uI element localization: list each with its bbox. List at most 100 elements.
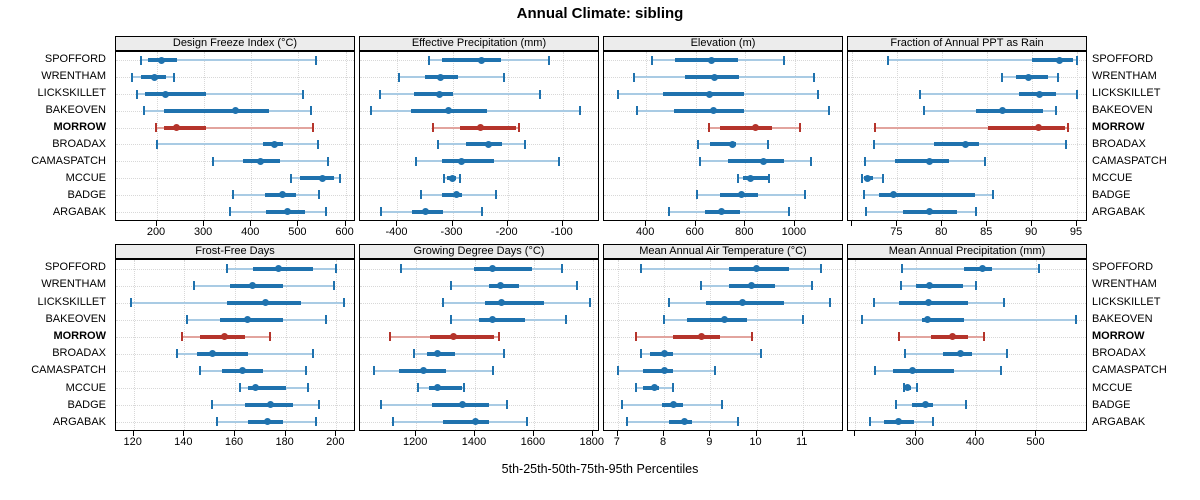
station-label-right: ARGABAK bbox=[1092, 415, 1146, 428]
station-label-right: ARGABAK bbox=[1092, 206, 1146, 218]
cap-5th bbox=[700, 281, 703, 290]
median-dot bbox=[444, 107, 452, 115]
station-label-right: WRENTHAM bbox=[1092, 278, 1157, 291]
median-dot bbox=[208, 350, 216, 357]
station-label-right: MORROW bbox=[1092, 329, 1145, 342]
panel-strip: Mean Annual Air Temperature (°C) bbox=[603, 244, 843, 259]
box-25-75 bbox=[229, 283, 284, 288]
x-gridline bbox=[617, 260, 619, 430]
x-tick-label: 300 bbox=[193, 226, 213, 238]
cap-5th bbox=[185, 315, 188, 324]
x-tick-mark bbox=[616, 431, 618, 436]
cap-5th bbox=[372, 366, 375, 375]
cap-95th bbox=[462, 383, 465, 392]
x-gridline bbox=[915, 260, 917, 430]
box-25-75 bbox=[673, 334, 720, 339]
station-label-right: CAMASPATCH bbox=[1092, 155, 1167, 167]
cap-95th bbox=[1074, 315, 1077, 324]
cap-95th bbox=[782, 55, 785, 65]
x-tick-mark bbox=[896, 221, 898, 226]
station-label-right: BAKEOVEN bbox=[1092, 312, 1153, 325]
cap-95th bbox=[269, 332, 272, 341]
x-tick-label: 160 bbox=[224, 436, 244, 448]
box-25-75 bbox=[663, 92, 745, 96]
x-tick-mark bbox=[663, 431, 665, 436]
cap-95th bbox=[302, 89, 305, 99]
panel-plot bbox=[603, 51, 843, 221]
cap-5th bbox=[918, 89, 921, 99]
x-tick-mark bbox=[694, 221, 696, 226]
x-tick-mark bbox=[709, 431, 711, 436]
cap-5th bbox=[650, 55, 653, 65]
cap-5th bbox=[873, 139, 876, 149]
cap-95th bbox=[304, 366, 307, 375]
station-label-right: SPOFFORD bbox=[1092, 261, 1154, 274]
x-tick-label: 200 bbox=[326, 436, 345, 448]
median-dot bbox=[890, 191, 898, 199]
cap-5th bbox=[400, 264, 403, 273]
cap-5th bbox=[432, 123, 435, 133]
box-25-75 bbox=[963, 266, 992, 271]
cap-95th bbox=[787, 207, 790, 217]
x-tick-label: -300 bbox=[440, 226, 463, 238]
x-tick-mark bbox=[297, 221, 299, 226]
panel-fraction-of-annual-ppt-as-rain: Fraction of Annual PPT as Rain 75 80 85 90 95 bbox=[847, 36, 1087, 241]
cap-5th bbox=[437, 139, 440, 149]
median-dot bbox=[489, 265, 497, 272]
median-dot bbox=[319, 174, 327, 182]
median-dot bbox=[660, 350, 668, 357]
whisker-5-95 bbox=[136, 93, 304, 95]
x-tick-mark bbox=[561, 221, 563, 226]
cap-95th bbox=[1006, 349, 1009, 358]
cap-95th bbox=[324, 207, 327, 217]
x-tick-label: 500 bbox=[1026, 436, 1045, 448]
median-dot bbox=[949, 333, 956, 340]
median-dot bbox=[264, 418, 272, 425]
x-gridline bbox=[942, 52, 944, 220]
x-tick-label: -200 bbox=[495, 226, 518, 238]
x-tick-mark bbox=[234, 431, 235, 436]
cap-95th bbox=[672, 383, 675, 392]
median-dot bbox=[458, 401, 466, 408]
median-dot bbox=[864, 174, 872, 182]
cap-5th bbox=[668, 207, 671, 217]
cap-5th bbox=[211, 400, 214, 409]
x-tick-label: 1400 bbox=[461, 436, 487, 448]
whisker-5-95 bbox=[640, 352, 762, 355]
station-label-right: CAMASPATCH bbox=[1092, 364, 1167, 377]
x-tick-mark bbox=[744, 221, 746, 226]
station-label-left: BADGE bbox=[67, 398, 106, 411]
cap-95th bbox=[565, 315, 568, 324]
median-dot bbox=[895, 418, 903, 425]
median-dot bbox=[477, 124, 485, 132]
panel-mean-annual-precipitation-mm-: Mean Annual Precipitation (mm) 300 400 500 bbox=[847, 244, 1087, 451]
box-25-75 bbox=[441, 159, 494, 164]
row-guideline bbox=[604, 387, 842, 389]
x-tick-label: 140 bbox=[174, 436, 193, 448]
station-label-left: WRENTHAM bbox=[41, 278, 106, 291]
median-dot bbox=[489, 316, 497, 323]
median-dot bbox=[274, 265, 282, 272]
x-tick-label: 400 bbox=[965, 436, 985, 448]
cap-5th bbox=[663, 315, 666, 324]
box-25-75 bbox=[1032, 58, 1074, 63]
cap-5th bbox=[868, 417, 871, 426]
cap-5th bbox=[412, 349, 415, 358]
panel-strip: Frost-Free Days bbox=[115, 244, 355, 259]
median-dot bbox=[739, 299, 747, 306]
whisker-5-95 bbox=[141, 59, 316, 62]
cap-5th bbox=[130, 298, 133, 307]
station-label-right: BADGE bbox=[1092, 398, 1131, 411]
cap-5th bbox=[140, 55, 143, 65]
x-tick-label: 1600 bbox=[520, 436, 546, 448]
cap-95th bbox=[307, 383, 310, 392]
cap-5th bbox=[695, 190, 698, 200]
cap-95th bbox=[1065, 139, 1068, 149]
cap-5th bbox=[397, 72, 400, 82]
row-guideline bbox=[604, 370, 842, 372]
panel-strip: Elevation (m) bbox=[603, 36, 843, 51]
cap-95th bbox=[172, 72, 175, 82]
cap-95th bbox=[579, 106, 582, 116]
panel-growing-degree-days-c-: Growing Degree Days (°C) 1200 1400 1600 1800 bbox=[359, 244, 604, 451]
whisker-5-95 bbox=[156, 126, 314, 129]
